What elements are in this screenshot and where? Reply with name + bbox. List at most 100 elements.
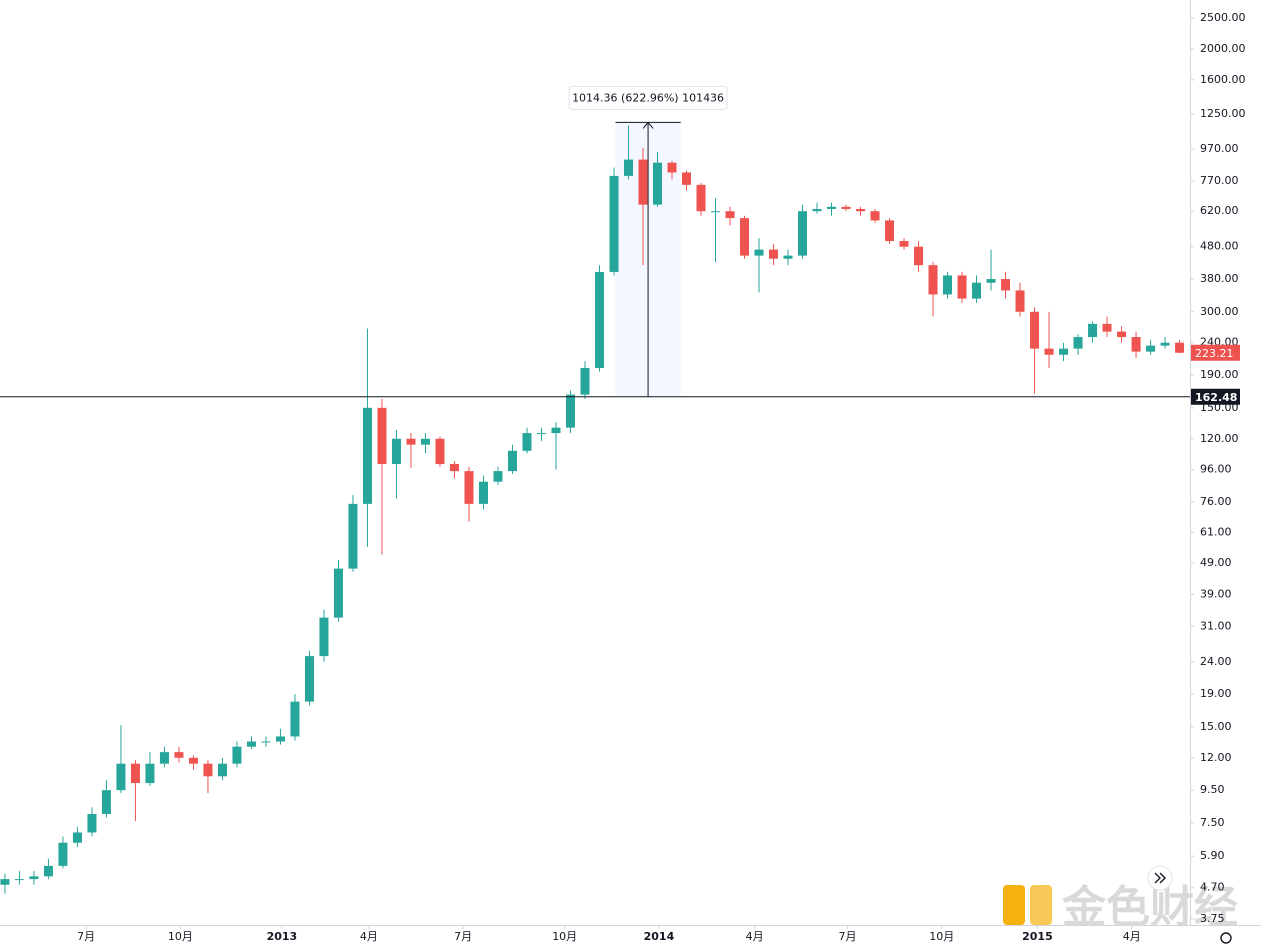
y-tick-label: 76.00 (1200, 495, 1232, 508)
last-price-label: 223.21 (1195, 347, 1234, 360)
y-tick-label: 970.00 (1200, 142, 1239, 155)
candle-body (87, 813, 97, 833)
candle-body (594, 271, 604, 368)
candle-body (159, 752, 169, 764)
y-tick-label: 1600.00 (1200, 73, 1246, 86)
measure-label-box (568, 85, 728, 110)
candle-body (232, 746, 242, 764)
candle-body (362, 407, 372, 504)
y-tick-label: 24.00 (1200, 655, 1232, 668)
candle-body (464, 471, 474, 504)
candle-body (1088, 323, 1098, 338)
plot: 1014.36 (622.96%) 101436 (0, 85, 1185, 894)
candle-body (1102, 323, 1112, 332)
candle-body (0, 879, 10, 885)
candle-body (391, 438, 401, 465)
y-tick-label: 15.00 (1200, 720, 1232, 733)
watermark: 金色财经 (1003, 882, 1238, 933)
candle-body (667, 162, 677, 173)
candle-body (536, 433, 546, 435)
y-tick-label: 300.00 (1200, 305, 1239, 318)
y-tick-label: 31.00 (1200, 619, 1232, 632)
x-tick-label: 2014 (644, 930, 675, 943)
logo-bar (1030, 885, 1052, 925)
candle-body (435, 438, 445, 465)
candle-body (1073, 337, 1083, 349)
y-tick-label: 61.00 (1200, 526, 1232, 539)
candle-body (1131, 337, 1141, 352)
y-tick-label: 1250.00 (1200, 107, 1246, 120)
watermark-text: 金色财经 (1061, 882, 1238, 933)
y-tick-label: 39.00 (1200, 587, 1232, 600)
candle-body (580, 367, 590, 395)
candle-body (1030, 311, 1040, 349)
candle-body (348, 503, 358, 569)
candle-body (188, 757, 198, 764)
candle-body (290, 701, 300, 737)
candle-body (551, 427, 561, 434)
hline-tag-label: 162.48 (1195, 391, 1237, 404)
x-tick-label: 2013 (267, 930, 298, 943)
y-tick-label: 96.00 (1200, 463, 1232, 476)
candle-body (319, 617, 329, 657)
candle-body (609, 175, 619, 272)
x-tick-label: 10月 (929, 930, 954, 943)
y-tick-label: 7.50 (1200, 816, 1225, 829)
candle-body (507, 450, 517, 472)
candle-body (478, 481, 488, 504)
candle-body (957, 275, 967, 299)
candle-body (740, 218, 750, 256)
y-tick-label: 12.00 (1200, 751, 1232, 764)
candle-body (1044, 348, 1054, 355)
candle-body (769, 249, 779, 259)
x-tick-label: 4月 (360, 930, 378, 943)
x-tick-label: 4月 (746, 930, 764, 943)
candle-body (1175, 342, 1185, 353)
candle-body (174, 752, 184, 758)
candle-body (943, 275, 953, 295)
candle-body (914, 246, 924, 266)
scroll-button[interactable] (1147, 865, 1173, 891)
y-tick-label: 49.00 (1200, 556, 1232, 569)
candle-body (130, 763, 140, 784)
logo-bar (1003, 885, 1025, 925)
y-tick-label: 19.00 (1200, 687, 1232, 700)
candle-body (827, 206, 837, 209)
hline-tag (1191, 388, 1240, 405)
candle-body (623, 159, 633, 176)
candle-body (449, 464, 459, 472)
y-tick-label: 380.00 (1200, 272, 1239, 285)
y-tick-label: 4.70 (1200, 881, 1225, 894)
measure-label: 1014.36 (622.96%) 101436 (572, 91, 724, 104)
y-tick-label: 2000.00 (1200, 42, 1246, 55)
candle-body (58, 842, 68, 866)
x-tick-label: 7月 (838, 930, 856, 943)
y-tick-label: 770.00 (1200, 174, 1239, 187)
candle-body (145, 763, 155, 784)
candle-body (812, 208, 822, 212)
candle-body (856, 208, 866, 212)
settings-icon[interactable] (1220, 932, 1232, 944)
candle-body (493, 471, 503, 482)
x-tick-label: 10月 (168, 930, 193, 943)
candle-body (1059, 348, 1069, 355)
y-tick-label: 480.00 (1200, 240, 1239, 253)
candle-body (116, 763, 126, 791)
candle-body (841, 206, 851, 209)
x-tick-label: 2015 (1022, 930, 1053, 943)
candle-body (406, 438, 416, 445)
candle-body (1160, 342, 1170, 346)
candle-body (275, 736, 285, 742)
candle-body (725, 211, 735, 219)
x-tick-label: 7月 (77, 930, 95, 943)
candle-body (261, 741, 271, 743)
candle-body (377, 407, 387, 465)
candle-body (928, 265, 938, 295)
candle-body (420, 438, 430, 445)
last-price-tag (1191, 344, 1240, 361)
candle-body (638, 159, 648, 205)
candle-body (304, 656, 314, 702)
candle-body (899, 241, 909, 247)
